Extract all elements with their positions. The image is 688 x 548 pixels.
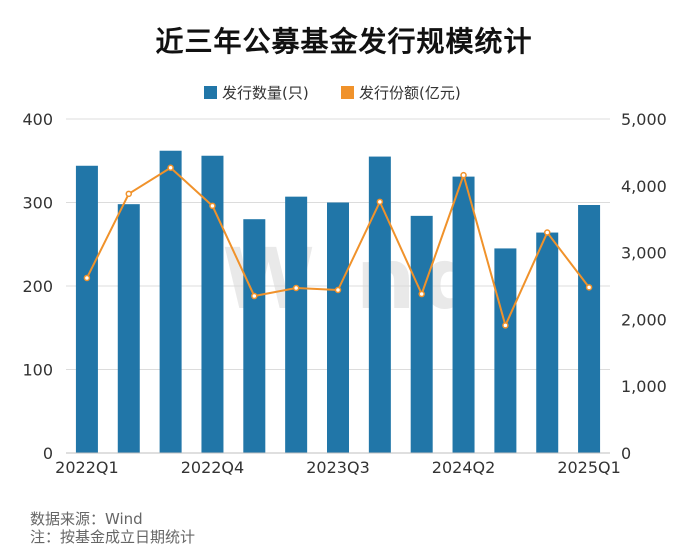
line-point-2024Q4	[543, 229, 551, 236]
line-point-2022Q2	[125, 190, 133, 198]
bar-2024Q3	[494, 248, 517, 453]
x-tick-label: 2022Q1	[55, 458, 119, 477]
y-left-tick-label: 200	[22, 277, 53, 296]
line-point-2023Q3	[334, 286, 342, 294]
line-point-2024Q3	[502, 322, 509, 329]
legend-swatch-bar	[204, 86, 217, 99]
chart-title: 近三年公募基金发行规模统计	[155, 25, 533, 58]
line-point-2025Q1	[585, 284, 593, 291]
legend-swatch-line	[341, 86, 354, 99]
y-right-tick-label: 3,000	[621, 244, 667, 263]
y-right-tick-label: 0	[621, 444, 631, 463]
bar-2023Q2	[285, 196, 308, 453]
line-point-2022Q1	[83, 274, 91, 282]
footnote-source: 数据来源：Wind	[30, 510, 143, 528]
bar-2023Q1	[243, 219, 266, 453]
x-tick-label: 2024Q2	[432, 458, 496, 477]
y-axis-right: 0 1,000 2,000 3,000 4,000 5,000	[621, 110, 667, 463]
bar-2022Q4	[201, 155, 224, 454]
line-point-2023Q2	[292, 284, 300, 292]
line-point-2023Q4	[376, 198, 384, 206]
y-left-tick-label: 0	[43, 444, 53, 463]
x-tick-label: 2025Q1	[557, 458, 621, 477]
line-point-2022Q3	[167, 164, 174, 172]
line-point-2022Q4	[209, 202, 216, 210]
line-point-2024Q1	[418, 290, 425, 298]
x-axis: 2022Q1 2022Q4 2023Q3 2024Q2 2025Q1	[55, 452, 621, 477]
bar-2022Q2	[117, 204, 140, 453]
line-point-2024Q2	[460, 171, 467, 179]
bar-2024Q4	[536, 232, 559, 453]
bar-2024Q2	[452, 176, 475, 454]
y-left-tick-label: 300	[22, 194, 53, 213]
bar-2023Q3	[327, 202, 349, 453]
footnote-note: 注：按基金成立日期统计	[30, 528, 196, 546]
legend: 发行数量(只) 发行份额(亿元)	[204, 84, 461, 102]
y-right-tick-label: 4,000	[621, 177, 667, 196]
bar-series-issue-count	[75, 150, 601, 454]
legend-label-line: 发行份额(亿元)	[359, 84, 461, 102]
x-tick-label: 2022Q4	[181, 458, 245, 477]
y-right-tick-label: 2,000	[621, 310, 667, 329]
line-series-issue-amount	[83, 164, 593, 329]
bar-2022Q3	[159, 150, 182, 454]
bar-2022Q1	[75, 165, 98, 453]
y-left-tick-label: 100	[22, 361, 53, 380]
y-left-tick-label: 400	[22, 110, 53, 129]
bar-2023Q4	[368, 156, 391, 453]
bar-2025Q1	[578, 205, 601, 453]
y-right-tick-label: 1,000	[621, 377, 667, 396]
y-axis-left: 0 100 200 300 400	[22, 110, 53, 463]
line-point-2023Q1	[251, 292, 258, 300]
x-tick-label: 2023Q3	[306, 458, 370, 477]
bar-2024Q1	[410, 215, 433, 453]
legend-label-bar: 发行数量(只)	[222, 84, 309, 102]
y-right-tick-label: 5,000	[621, 110, 667, 129]
